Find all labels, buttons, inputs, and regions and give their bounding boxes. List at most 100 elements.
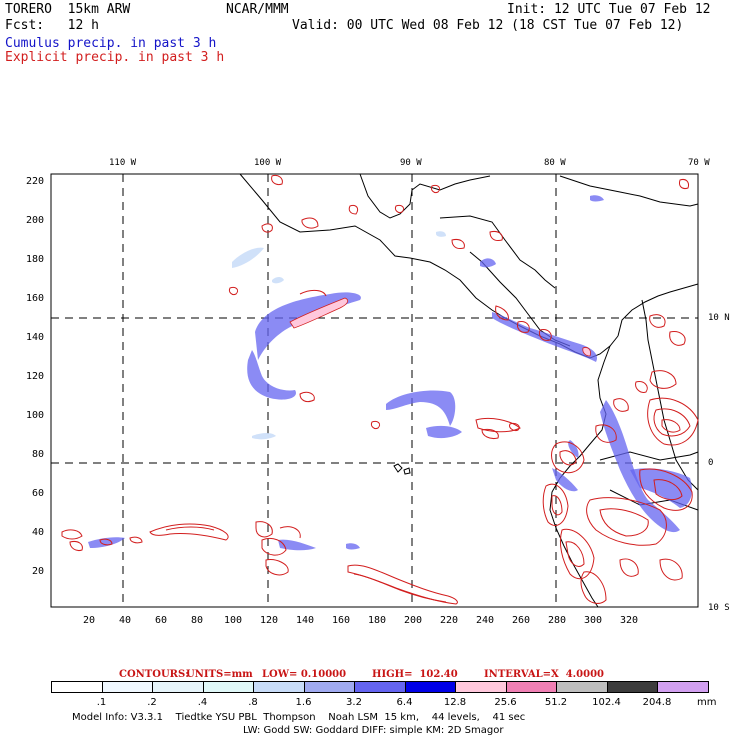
cumulus-central-blob: [386, 390, 456, 426]
y-tick-220: 220: [26, 176, 45, 187]
model-title: TORERO 15km ARW: [5, 2, 131, 17]
cumulus-swirl: [247, 350, 296, 400]
explicit-top-1: [271, 175, 283, 185]
x-tick-120: 120: [260, 615, 279, 626]
model-info: Model Info: V3.3.1 Tiedtke YSU PBL Thomp…: [72, 712, 526, 723]
explicit-cluster-3: [265, 559, 289, 576]
legend-swatch: [303, 681, 355, 693]
cumulus-itcz-3: [346, 543, 360, 550]
explicit-colombia-2: [669, 331, 686, 346]
lon-label-100w: 100 W: [254, 158, 282, 168]
yucatan-gulf-coast: [359, 173, 491, 219]
x-tick-160: 160: [332, 615, 351, 626]
explicit-central-2: [481, 429, 499, 439]
legend-swatch: [556, 681, 608, 693]
explicit-cluster-4: [279, 526, 301, 539]
legend-value: 1.6: [295, 697, 312, 708]
legend-swatch: [606, 681, 658, 693]
contours-units: UNITS=mm: [186, 669, 253, 680]
explicit-amazon-2: [599, 508, 649, 537]
explicit-itcz-4: [129, 536, 143, 544]
y-tick-100: 100: [26, 410, 45, 421]
y-tick-80: 80: [32, 449, 45, 460]
cumulus-precip: [88, 195, 692, 551]
x-tick-60: 60: [155, 615, 168, 626]
andes-divide: [641, 299, 699, 491]
explicit-ca-coast-2: [517, 321, 530, 333]
y-tick-200: 200: [26, 215, 45, 226]
legend-value: .4: [197, 697, 208, 708]
legend-swatch: [657, 681, 709, 693]
legend-value: 102.4: [592, 697, 621, 708]
cumulus-itcz-1: [88, 537, 125, 548]
legend-swatch: [253, 681, 305, 693]
explicit-colombia-3: [649, 370, 677, 389]
lat-label-0: 0: [708, 458, 714, 468]
explicit-swirl-ring-2: [301, 217, 319, 229]
organization: NCAR/MMM: [226, 2, 289, 17]
explicit-north-2: [299, 391, 315, 403]
x-tick-280: 280: [548, 615, 567, 626]
explicit-band-south-2: [353, 573, 447, 603]
heavy-core-band: [289, 297, 349, 329]
cumulus-itcz-2: [278, 539, 316, 551]
light-precip-north: [272, 277, 284, 284]
legend-unit: mm: [697, 697, 717, 708]
explicit-swirl-ring: [261, 223, 273, 233]
explicit-north-1: [299, 289, 327, 297]
contours-high: HIGH= 102.40: [372, 669, 458, 680]
explicit-colombia-1: [649, 314, 666, 328]
x-tick-40: 40: [119, 615, 132, 626]
x-tick-300: 300: [584, 615, 603, 626]
explicit-ecuador-1: [551, 441, 585, 474]
explicit-colombia-5: [613, 398, 629, 412]
model-physics: LW: Godd SW: Goddard DIFF: simple KM: 2D…: [243, 725, 504, 736]
legend-value: .2: [147, 697, 157, 708]
legend-swatch: [354, 681, 406, 693]
x-tick-20: 20: [83, 615, 96, 626]
explicit-peru-5: [580, 571, 607, 604]
explicit-precip: [61, 175, 699, 605]
valid-time: Valid: 00 UTC Wed 08 Feb 12 (18 CST Tue …: [292, 18, 684, 33]
lon-label-110w: 110 W: [109, 158, 137, 168]
explicit-itcz-1: [69, 541, 83, 551]
lat-label-10s: 10 S: [708, 603, 730, 613]
legend-swatch: [51, 681, 103, 693]
heavy-core-panama: [582, 347, 591, 357]
forecast-hour: Fcst: 12 h: [5, 18, 99, 33]
legend-value: 204.8: [642, 697, 672, 708]
explicit-precip-label: Explicit precip. in past 3 h: [5, 50, 225, 65]
explicit-central-4: [509, 423, 520, 431]
cumulus-east-coast: [568, 440, 579, 458]
heavy-precip: [289, 297, 591, 357]
explicit-gulf-2: [395, 205, 405, 213]
lon-label-90w: 90 W: [400, 158, 422, 168]
cumulus-south-blob: [426, 425, 462, 439]
explicit-carib-2: [451, 239, 465, 249]
y-tick-40: 40: [32, 527, 45, 538]
explicit-itcz-3: [165, 526, 215, 531]
explicit-itcz-2: [149, 523, 229, 541]
legend-swatch: [404, 681, 456, 693]
explicit-corner-ne: [679, 179, 689, 189]
x-tick-320: 320: [620, 615, 639, 626]
explicit-north-3: [229, 287, 239, 295]
x-tick-180: 180: [368, 615, 387, 626]
legend-value: 25.6: [494, 697, 517, 708]
colombia-venezuela-coast: [617, 283, 699, 337]
light-precip-near-coast: [436, 231, 446, 237]
cumulus-ecuador-line: [552, 468, 578, 492]
y-tick-20: 20: [32, 566, 45, 577]
y-tick-140: 140: [26, 332, 45, 343]
light-precip-box: [252, 433, 276, 440]
caribbean-coast: [439, 215, 556, 289]
y-tick-120: 120: [26, 371, 45, 382]
legend-value: .1: [96, 697, 107, 708]
explicit-peru-4: [565, 541, 585, 567]
legend-value: 3.2: [346, 697, 362, 708]
explicit-colombia-4: [635, 381, 648, 393]
explicit-peru-1: [542, 483, 569, 526]
legend-value: .8: [248, 697, 258, 708]
cumulus-small-north: [480, 258, 496, 268]
x-tick-220: 220: [440, 615, 459, 626]
